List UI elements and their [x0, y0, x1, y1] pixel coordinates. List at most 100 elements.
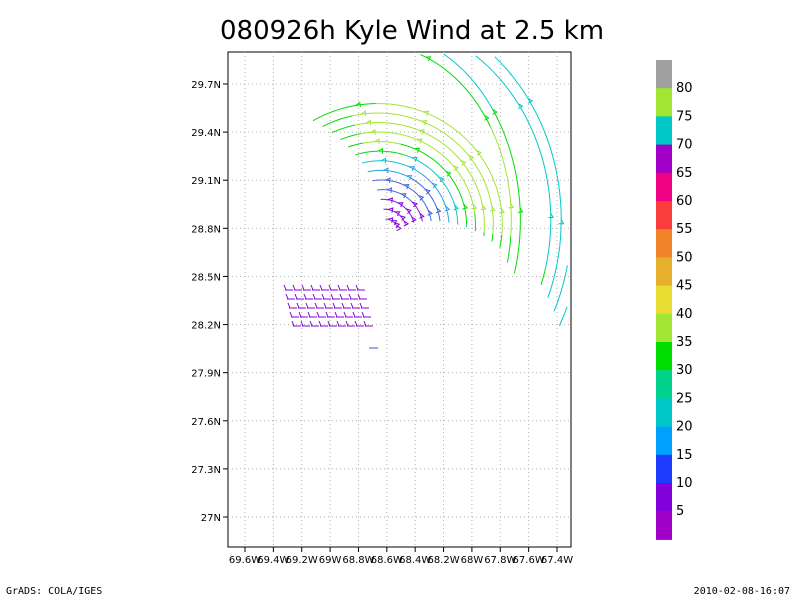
- streamline-segment: [475, 184, 478, 189]
- streamline-segment: [402, 183, 404, 186]
- streamline-segment: [405, 164, 408, 167]
- streamline-segment: [418, 109, 424, 113]
- streamline-segment: [441, 197, 444, 200]
- lon-tick-label: 67.6W: [513, 555, 545, 566]
- streamline-segment: [413, 137, 418, 140]
- streamline-segment: [489, 126, 494, 133]
- streamline-segment: [440, 195, 443, 198]
- streamline-segment: [478, 153, 483, 159]
- wind-barb: [289, 311, 293, 318]
- streamline-segment: [506, 176, 509, 184]
- streamline-segment: [532, 132, 537, 141]
- streamline-segment: [411, 147, 415, 150]
- streamline-segment: [441, 142, 446, 146]
- streamline-segment: [404, 154, 408, 157]
- streamline-segment: [455, 184, 458, 188]
- streamline-segment: [500, 239, 502, 244]
- lon-tick-label: 69.6W: [229, 555, 261, 566]
- streamline-segment: [464, 165, 468, 170]
- wind-arrow: [471, 203, 478, 210]
- wind-arrow: [460, 160, 467, 166]
- wind-arrow: [400, 193, 407, 199]
- wind-barb: [336, 320, 340, 327]
- streamline-segment: [422, 201, 425, 203]
- streamline-segment: [463, 136, 468, 141]
- streamline-segment: [441, 180, 444, 183]
- streamline-segment: [450, 177, 454, 181]
- wind-arrow: [419, 129, 425, 135]
- streamline-segment: [443, 168, 447, 172]
- streamline-segment: [556, 293, 561, 303]
- streamline-segment: [540, 122, 545, 131]
- streamline-segment: [422, 141, 426, 145]
- streamline-segment: [471, 201, 474, 205]
- streamline-segment: [340, 137, 344, 141]
- streamline-segment: [517, 83, 524, 92]
- streamline-segment: [405, 185, 408, 188]
- streamline-segment: [463, 70, 469, 76]
- streamline-segment: [508, 89, 515, 98]
- color-bar-label: 10: [676, 476, 693, 491]
- streamline-segment: [465, 183, 468, 188]
- lon-tick-label: 68.8W: [342, 555, 374, 566]
- streamline-segment: [436, 150, 440, 153]
- streamline-segment: [425, 122, 430, 125]
- streamline-segment: [525, 117, 531, 126]
- streamline-segment: [431, 197, 434, 200]
- streamline-segment: [353, 133, 358, 136]
- streamline-segment: [509, 149, 513, 157]
- wind-arrow: [424, 188, 431, 195]
- streamline-segment: [448, 124, 454, 129]
- wind-barb: [348, 293, 352, 300]
- wind-arrow: [383, 167, 389, 174]
- streamline-segment: [463, 181, 466, 185]
- streamline-segment: [406, 197, 409, 199]
- streamline-segment: [418, 183, 421, 186]
- color-bar-segment: [656, 342, 672, 371]
- color-bar-segment: [656, 454, 672, 484]
- streamline-segment: [431, 157, 435, 161]
- streamline-segment: [414, 180, 417, 183]
- streamline-segment: [400, 114, 405, 117]
- streamline-segment: [433, 159, 437, 163]
- streamline-segment: [411, 189, 414, 191]
- streamline-segment: [420, 54, 426, 58]
- streamline-segment: [514, 170, 518, 179]
- wind-arrow: [427, 209, 433, 216]
- streamline-segment: [438, 192, 441, 195]
- lon-tick-label: 68.6W: [371, 555, 403, 566]
- map-title: 080926h Kyle Wind at 2.5 km: [220, 16, 605, 46]
- streamline-segment: [562, 274, 566, 285]
- streamline-segment: [432, 126, 437, 129]
- streamline-segment: [413, 179, 416, 182]
- streamline-segment: [455, 154, 459, 159]
- streamline-segment: [552, 156, 556, 166]
- color-bar-label: 25: [676, 391, 693, 406]
- streamline-segment: [415, 206, 417, 208]
- lon-tick-label: 69.2W: [286, 555, 318, 566]
- wind-barb: [296, 302, 300, 309]
- wind-arrow: [386, 187, 393, 193]
- streamline-segment: [497, 144, 501, 152]
- streamline-segment: [549, 196, 551, 205]
- wind-barb: [352, 311, 356, 318]
- streamline-segment: [362, 122, 367, 125]
- streamline-segment: [462, 84, 467, 91]
- streamline-segment: [424, 203, 426, 205]
- color-bar-segment: [656, 313, 672, 343]
- streamline-segment: [476, 187, 480, 192]
- streamline-segment: [546, 138, 551, 148]
- streamline-segment: [312, 117, 318, 122]
- streamline-segment: [408, 187, 410, 189]
- wind-arrow: [490, 206, 496, 212]
- wind-barb: [357, 293, 361, 300]
- streamline-segment: [559, 284, 564, 294]
- streamline-segment: [410, 200, 412, 202]
- streamline-segment: [417, 182, 420, 185]
- streamline-segment: [330, 120, 336, 124]
- wind-barb: [339, 293, 343, 300]
- streamline-segment: [444, 184, 447, 187]
- streamline-segment: [401, 163, 404, 166]
- lat-tick-label: 29.7N: [191, 80, 221, 91]
- streamline-segment: [486, 165, 490, 171]
